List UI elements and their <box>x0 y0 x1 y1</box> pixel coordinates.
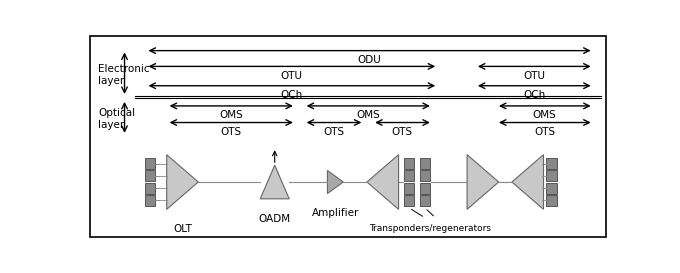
Text: OTU: OTU <box>523 71 545 81</box>
Bar <box>546 183 557 194</box>
Polygon shape <box>367 155 398 209</box>
Bar <box>145 195 155 206</box>
Bar <box>546 195 557 206</box>
Polygon shape <box>327 170 343 194</box>
Text: OCh: OCh <box>280 90 303 100</box>
Text: OMS: OMS <box>356 110 380 120</box>
Bar <box>145 170 155 181</box>
Text: Transponders/regenerators: Transponders/regenerators <box>369 224 491 233</box>
Text: OTS: OTS <box>534 127 555 137</box>
Bar <box>404 170 414 181</box>
Bar <box>404 195 414 206</box>
Bar <box>420 158 430 169</box>
Text: Electronic
layer: Electronic layer <box>98 64 150 86</box>
Bar <box>420 170 430 181</box>
Text: OLT: OLT <box>173 224 192 234</box>
Polygon shape <box>512 155 543 209</box>
Text: ODU: ODU <box>358 55 381 65</box>
Polygon shape <box>167 155 199 209</box>
Bar <box>546 158 557 169</box>
Text: OTS: OTS <box>392 127 413 137</box>
Text: OADM: OADM <box>258 213 291 224</box>
Text: OTU: OTU <box>281 71 303 81</box>
Bar <box>404 183 414 194</box>
Bar <box>145 158 155 169</box>
Text: OTS: OTS <box>220 127 241 137</box>
Text: OMS: OMS <box>219 110 243 120</box>
Text: Amplifier: Amplifier <box>311 208 359 218</box>
Bar <box>404 158 414 169</box>
Text: OMS: OMS <box>532 110 556 120</box>
Text: OCh: OCh <box>523 90 545 100</box>
Bar <box>546 170 557 181</box>
Text: Optical
layer: Optical layer <box>98 108 135 130</box>
Text: OTS: OTS <box>323 127 344 137</box>
Polygon shape <box>260 165 289 199</box>
Polygon shape <box>467 155 498 209</box>
Bar <box>420 183 430 194</box>
Bar <box>145 183 155 194</box>
Bar <box>420 195 430 206</box>
